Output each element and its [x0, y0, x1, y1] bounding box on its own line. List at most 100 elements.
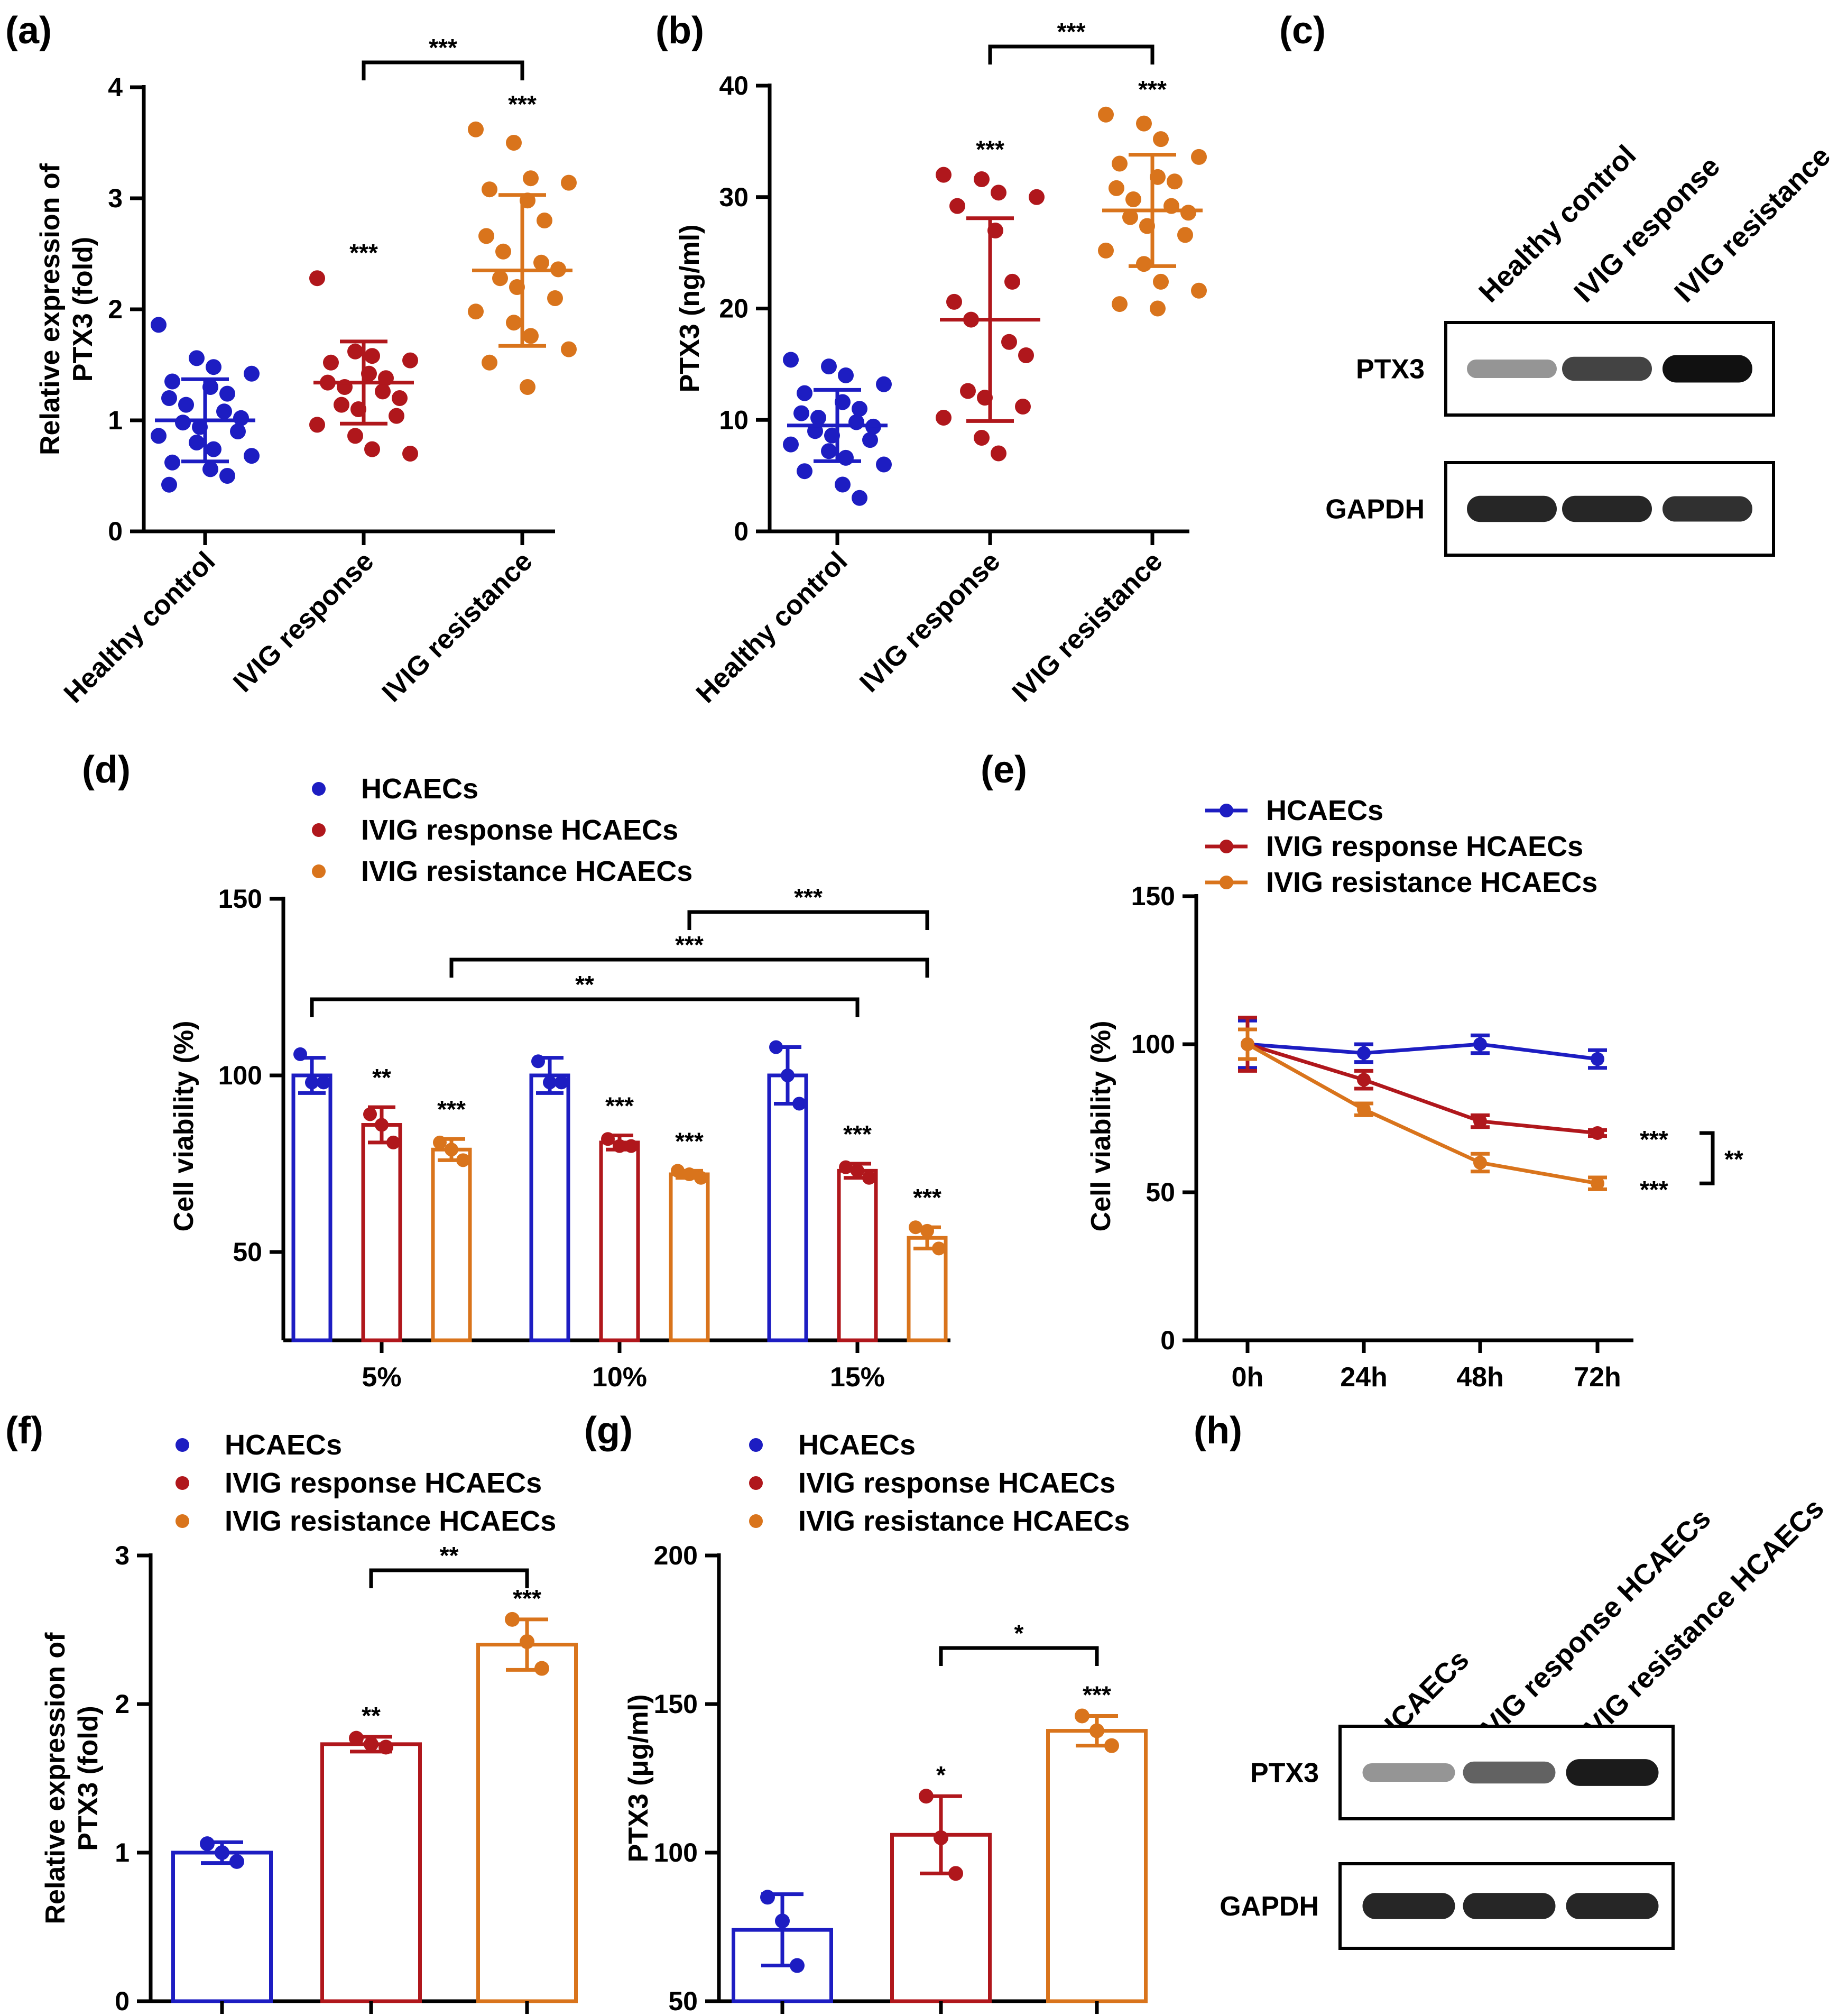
bar	[320, 1742, 422, 2003]
panel-a-scatter: (a) 0 1 2 3 4 Relative expression ofPTX3 (fold…	[5, 10, 577, 709]
data-point	[991, 185, 1006, 201]
bracket-label: ***	[429, 34, 457, 61]
y-tick-label: 0	[1160, 1325, 1175, 1355]
y-tick-label: 10	[719, 405, 749, 435]
data-point	[1150, 300, 1166, 317]
data-point	[793, 405, 809, 421]
data-point	[792, 1097, 806, 1111]
data-point	[323, 354, 339, 371]
data-point	[1122, 209, 1138, 225]
y-axis-title: Relative expression ofPTX3 (fold)	[40, 1632, 104, 1925]
y-tick-label: 2	[115, 1689, 130, 1719]
data-point	[1001, 334, 1017, 350]
bar	[669, 1172, 710, 1342]
panel-label: (a)	[5, 10, 52, 52]
data-point	[216, 403, 232, 420]
x-category-label: 48h	[1456, 1362, 1504, 1393]
x-category-label: 72h	[1574, 1362, 1621, 1393]
panel-f-bar-chart: (f) HCAECs IVIG response HCAECs IVIG resist…	[5, 1410, 578, 2016]
significance-label: ***	[976, 136, 1004, 163]
blot-lane-label: Healthy control	[1473, 139, 1642, 308]
legend-marker	[176, 1476, 189, 1490]
panel-e-line-chart: (e) HCAECs IVIG response HCAECs IVIG resist…	[981, 749, 1743, 1393]
y-tick-label: 1	[108, 406, 123, 435]
legend-marker	[176, 1514, 189, 1528]
data-point	[375, 383, 391, 400]
legend-label: IVIG resistance HCAECs	[798, 1505, 1130, 1537]
significance-bracket	[362, 60, 524, 80]
data-point	[364, 441, 380, 457]
blot-band	[1362, 1893, 1455, 1919]
data-point	[543, 1075, 557, 1090]
data-point	[164, 454, 180, 471]
data-point	[1089, 1723, 1104, 1738]
side-bracket	[1700, 1131, 1715, 1185]
panel-label: (h)	[1194, 1410, 1242, 1452]
legend-label: HCAECs	[361, 773, 478, 805]
blot-row-label: PTX3	[1250, 1758, 1319, 1789]
significance-bracket	[939, 1646, 1099, 1666]
y-axis-title-line1: Cell viability (%)	[169, 1021, 199, 1232]
data-point	[1357, 1073, 1371, 1087]
data-point	[523, 328, 539, 344]
y-tick-label: 200	[654, 1541, 698, 1570]
bracket-label: ***	[1057, 18, 1086, 45]
legend-label: IVIG response HCAECs	[1266, 831, 1583, 862]
bracket-label: ***	[794, 883, 823, 911]
bracket-label: *	[1014, 1619, 1024, 1647]
data-point	[347, 343, 363, 360]
legend-label: IVIG response HCAECs	[798, 1467, 1115, 1499]
y-axis-title-line2: PTX3 (fold)	[68, 237, 98, 382]
data-point	[523, 170, 539, 187]
bar	[529, 1073, 570, 1342]
data-point	[1241, 1037, 1254, 1051]
blot-band	[1463, 1761, 1556, 1784]
data-point	[537, 213, 552, 228]
data-point	[948, 1866, 963, 1881]
x-category-label: IVIG response	[227, 546, 380, 698]
y-axis-title: Cell viability (%)	[169, 1021, 199, 1232]
blot-band	[1463, 1893, 1556, 1919]
data-point	[1136, 256, 1152, 272]
series-line	[1247, 1042, 1598, 1061]
bar	[431, 1147, 472, 1342]
data-point	[175, 415, 191, 431]
y-tick-label: 20	[719, 294, 749, 324]
data-point	[694, 1171, 708, 1185]
data-point	[1018, 347, 1034, 364]
data-point	[309, 417, 325, 433]
legend-marker	[1220, 840, 1233, 853]
data-point	[601, 1132, 615, 1146]
data-point	[760, 1890, 775, 1905]
y-tick-label: 150	[1131, 881, 1175, 911]
data-point	[1015, 398, 1031, 415]
data-point	[456, 1153, 470, 1167]
y-axis-title: PTX3 (μg/ml)	[623, 1695, 654, 1863]
bar	[291, 1073, 332, 1342]
data-point	[520, 379, 535, 395]
significance-label: ***	[1138, 76, 1167, 103]
data-point	[215, 1845, 229, 1860]
bar	[767, 1073, 808, 1342]
data-point	[671, 1164, 685, 1178]
data-point	[769, 1040, 783, 1054]
data-point	[200, 1836, 215, 1852]
data-point	[293, 1047, 307, 1061]
data-point	[151, 428, 167, 444]
data-point	[1591, 1176, 1604, 1191]
legend-label: HCAECs	[1266, 795, 1383, 826]
data-point	[334, 397, 349, 413]
data-point	[478, 228, 494, 244]
data-point	[309, 270, 325, 287]
data-point	[520, 1634, 534, 1649]
blot-band	[1566, 1759, 1659, 1786]
data-point	[378, 1739, 393, 1755]
y-tick-label: 50	[1146, 1177, 1175, 1207]
y-tick-label: 0	[108, 517, 123, 546]
legend-marker	[312, 864, 326, 878]
legend-label: IVIG response HCAECs	[361, 814, 678, 846]
x-category-label: Healthy control	[690, 546, 854, 709]
data-point	[561, 341, 577, 357]
data-point	[402, 352, 418, 369]
